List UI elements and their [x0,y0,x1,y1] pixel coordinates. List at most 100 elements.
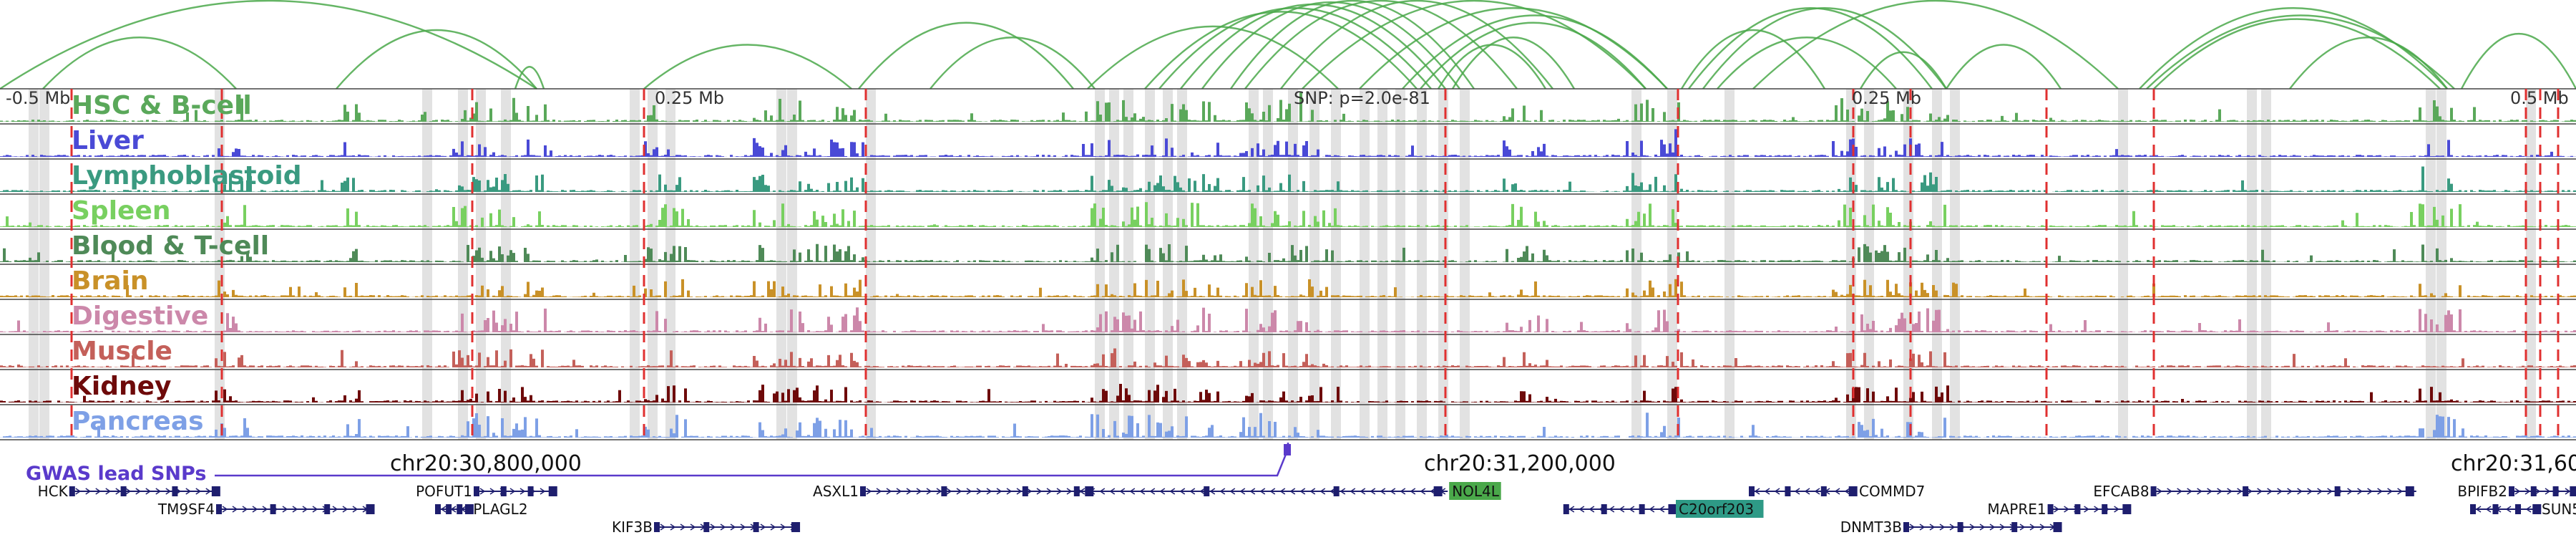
exon-block [1749,486,1755,496]
strand-chevron [2317,488,2323,495]
strand-chevron [1619,506,1625,513]
strand-chevron [252,506,258,513]
exon-block [703,522,710,532]
gene-model: BPIFB2 [2457,483,2576,500]
strand-chevron [440,506,447,513]
signal-track-coverage [0,202,2576,227]
strand-chevron [312,506,318,513]
strand-chevron [966,488,972,495]
strand-chevron [352,506,358,513]
signal-track-coverage [0,92,2576,122]
strand-chevron [660,524,666,531]
gene-name-label: NOL4L [1452,483,1500,500]
strand-chevron [2514,488,2521,495]
gene-model: KIF3B [612,519,801,536]
exon-block [1957,522,1963,532]
exon-block [474,486,479,496]
strand-chevron [1629,506,1635,513]
strand-chevron [332,506,338,513]
strand-chevron [936,488,942,495]
chromatin-loop-arc [1688,7,1933,90]
signal-track [0,88,2576,122]
strand-chevron [780,524,786,531]
chromatin-loop-arc [0,0,537,90]
gene-name-label: PLAGL2 [473,501,527,518]
strand-chevron [1259,488,1266,495]
strand-chevron [1119,488,1126,495]
chromatin-loop-arc [1302,0,1646,90]
chromatin-loop-arc [2153,18,2441,90]
strand-chevron [2287,488,2293,495]
strand-chevron [302,506,308,513]
strand-chevron [1006,488,1013,495]
strand-chevron [876,488,882,495]
exon-block [1668,504,1677,514]
chromatin-loop-arc [1680,29,1826,90]
signal-track-coverage [0,348,2576,367]
strand-chevron [2084,506,2089,513]
exon-block [216,504,222,514]
gene-model: NOL4L [1073,482,1501,500]
exon-block [548,486,557,496]
track-name-label: Digestive [72,302,208,331]
gene-name-label: C20orf203 [1679,501,1754,518]
chromatin-loop-arc [1280,0,1553,90]
chromatin-loop-arc [2289,37,2448,90]
strand-chevron [1229,488,1236,495]
strand-chevron [1774,488,1780,495]
strand-chevron [2257,488,2263,495]
strand-chevron [135,488,142,495]
distance-label: 0.25 Mb [655,88,724,108]
strand-chevron [2197,488,2202,495]
strand-chevron [1754,488,1760,495]
gwas-snp-marker [1284,444,1291,455]
strand-chevron [1099,488,1106,495]
chromatin-loop-arc [1945,44,2062,90]
track-name-label: Kidney [72,372,172,401]
strand-chevron [2475,506,2482,513]
signal-track-coverage [0,279,2576,297]
strand-chevron [770,524,776,531]
strand-chevron [145,488,152,495]
gene-model: EFCAB8 [2093,483,2416,500]
strand-chevron [1149,488,1156,495]
exon-block [172,486,178,496]
coordinate-axis: chr20:30,800,000 chr20:31,200,000 chr20:31… [26,443,2576,485]
exon-block [1563,504,1569,514]
chromatin-loop-arc [1144,11,1418,90]
strand-chevron [680,524,686,531]
track-name-label: Liver [72,126,144,155]
strand-chevron [740,524,746,531]
strand-chevron [1189,488,1196,495]
strand-chevron [2187,488,2192,495]
strand-chevron [1939,524,1946,531]
strand-chevron [1199,488,1206,495]
gene-model: POFUT1 [416,483,557,500]
chromatin-loop-arc [1087,25,1339,90]
exon-block [654,522,660,532]
exon-block [270,504,276,514]
exon-block [2150,486,2157,496]
exon-block [1601,504,1607,514]
strand-chevron [2247,488,2253,495]
exon-block [1433,486,1443,496]
gene-name-label: MAPRE1 [1987,501,2046,518]
strand-chevron [2367,488,2373,495]
strand-chevron [1814,488,1820,495]
snp-marker-lines [70,89,2560,440]
strand-chevron [2327,488,2333,495]
chromatin-loop-arc [1201,1,1460,90]
strand-chevron [1929,524,1936,531]
chromatin-loop-arc [1752,0,2119,90]
strand-chevron [1219,488,1226,495]
strand-chevron [896,488,902,495]
exon-block [1820,486,1827,496]
exon-block [1848,486,1858,496]
strand-chevron [479,488,486,495]
strand-chevron [509,488,516,495]
exon-block [2515,504,2521,514]
strand-chevron [262,506,268,513]
strand-chevron [2029,524,2036,531]
exon-block [2243,486,2249,496]
strand-chevron [1179,488,1186,495]
